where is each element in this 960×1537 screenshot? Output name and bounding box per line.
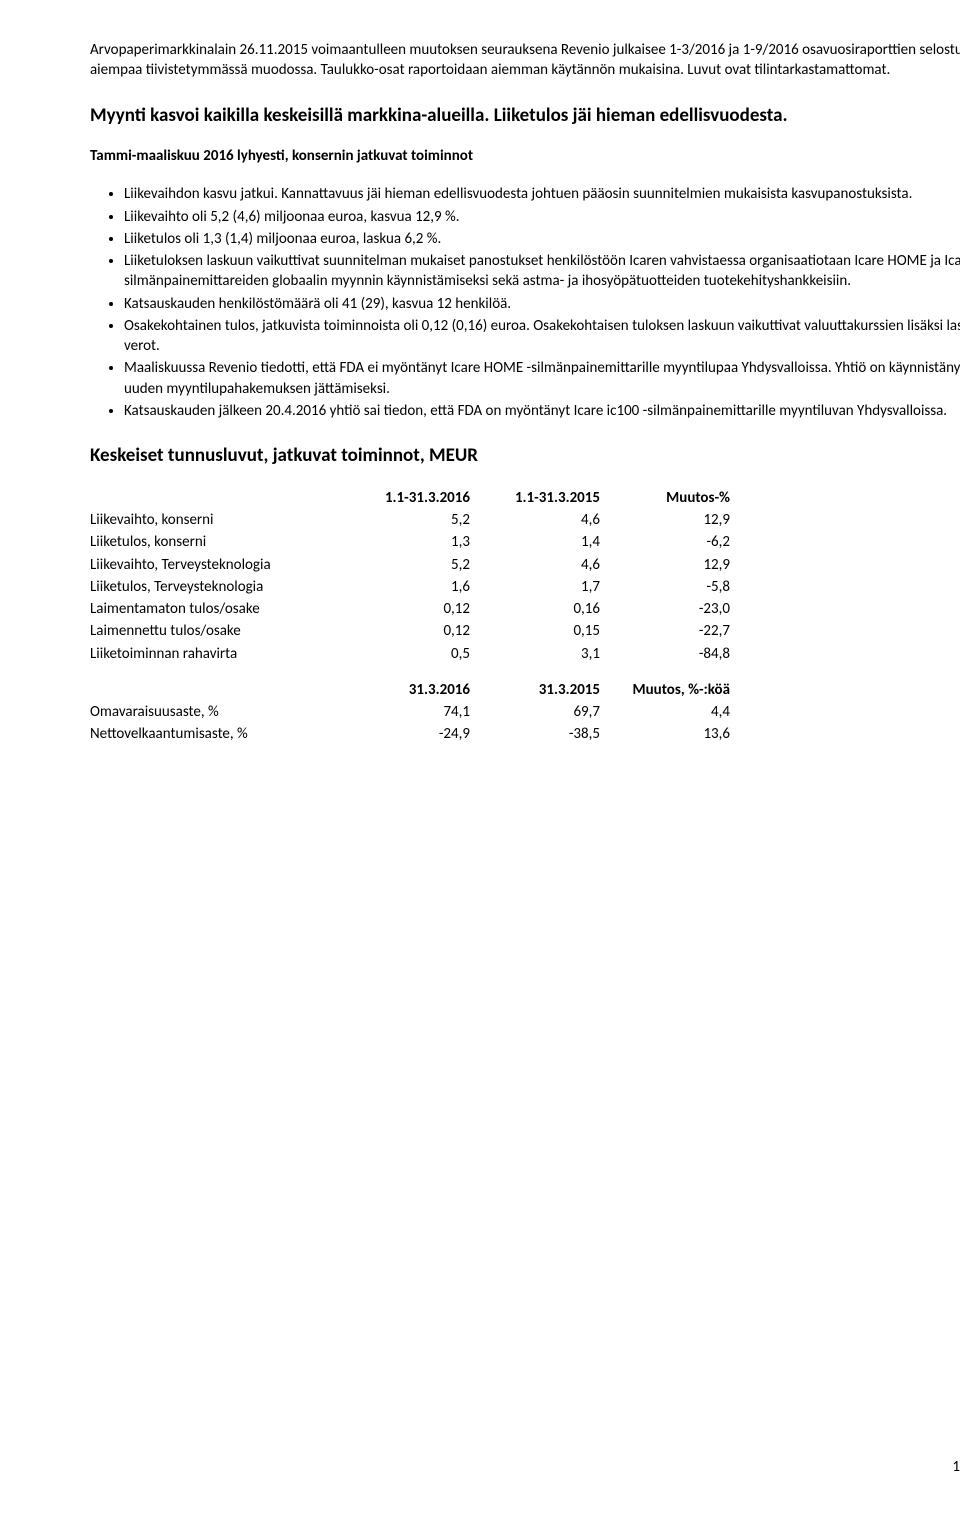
table-cell: Liikevaihto, konserni (90, 509, 340, 531)
table-cell: 0,15 (470, 620, 600, 642)
table-cell: Liikevaihto, Terveysteknologia (90, 554, 340, 576)
table-header: 31.3.2016 (340, 679, 470, 701)
table-cell: 13,6 (600, 723, 730, 745)
table-cell: Liiketulos, Terveysteknologia (90, 576, 340, 598)
table-cell: 3,1 (470, 643, 600, 665)
table-cell: -38,5 (470, 723, 600, 745)
table-cell: 0,12 (340, 598, 470, 620)
table-cell: 12,9 (600, 554, 730, 576)
table-row: Liiketulos, konserni 1,3 1,4 -6,2 (90, 531, 730, 553)
table-cell: 0,5 (340, 643, 470, 665)
table-cell: -84,8 (600, 643, 730, 665)
list-item: Katsauskauden henkilöstömäärä oli 41 (29… (124, 294, 960, 314)
table-cell: 1,6 (340, 576, 470, 598)
table-header: 31.3.2015 (470, 679, 600, 701)
table-cell: Omavaraisuusaste, % (90, 701, 340, 723)
table-header (90, 487, 340, 509)
list-item: Liikevaihto oli 5,2 (4,6) miljoonaa euro… (124, 207, 960, 227)
table-cell: 74,1 (340, 701, 470, 723)
table-row: Omavaraisuusaste, % 74,1 69,7 4,4 (90, 701, 730, 723)
list-item: Liiketulos oli 1,3 (1,4) miljoonaa euroa… (124, 229, 960, 249)
table-cell: -22,7 (600, 620, 730, 642)
list-item: Osakekohtainen tulos, jatkuvista toiminn… (124, 316, 960, 357)
table-header-row: 31.3.2016 31.3.2015 Muutos, %-:köä (90, 679, 730, 701)
list-item: Katsauskauden jälkeen 20.4.2016 yhtiö sa… (124, 401, 960, 421)
table-cell: 4,4 (600, 701, 730, 723)
table-row: Liikevaihto, Terveysteknologia 5,2 4,6 1… (90, 554, 730, 576)
table-row: Laimennettu tulos/osake 0,12 0,15 -22,7 (90, 620, 730, 642)
table-cell: Nettovelkaantumisaste, % (90, 723, 340, 745)
table-cell: -24,9 (340, 723, 470, 745)
table-header: 1.1-31.3.2015 (470, 487, 600, 509)
table-cell: Laimentamaton tulos/osake (90, 598, 340, 620)
table-header (90, 679, 340, 701)
table-cell: 5,2 (340, 509, 470, 531)
list-item: Liiketuloksen laskuun vaikuttivat suunni… (124, 251, 960, 292)
table-cell: -5,8 (600, 576, 730, 598)
table-cell: 1,3 (340, 531, 470, 553)
table-cell: Liiketulos, konserni (90, 531, 340, 553)
table-header: Muutos, %-:köä (600, 679, 730, 701)
section1-title: Tammi-maaliskuu 2016 lyhyesti, konsernin… (90, 146, 960, 166)
table-cell: -23,0 (600, 598, 730, 620)
table-cell: 12,9 (600, 509, 730, 531)
table-cell: 1,7 (470, 576, 600, 598)
table-cell: Liiketoiminnan rahavirta (90, 643, 340, 665)
table-cell: -6,2 (600, 531, 730, 553)
table-cell: 0,16 (470, 598, 600, 620)
table-header-row: 1.1-31.3.2016 1.1-31.3.2015 Muutos-% (90, 487, 730, 509)
intro-paragraph: Arvopaperimarkkinalain 26.11.2015 voimaa… (90, 40, 960, 81)
table-header: 1.1-31.3.2016 (340, 487, 470, 509)
table-cell: 4,6 (470, 509, 600, 531)
section2-title: Keskeiset tunnusluvut, jatkuvat toiminno… (90, 443, 960, 469)
page-number: 1 (952, 1457, 960, 1477)
table-cell: 1,4 (470, 531, 600, 553)
list-item: Liikevaihdon kasvu jatkui. Kannattavuus … (124, 184, 960, 204)
table-cell: 5,2 (340, 554, 470, 576)
headline: Myynti kasvoi kaikilla keskeisillä markk… (90, 103, 960, 129)
table-cell: 0,12 (340, 620, 470, 642)
bullet-list: Liikevaihdon kasvu jatkui. Kannattavuus … (124, 184, 960, 421)
table-row: Liiketulos, Terveysteknologia 1,6 1,7 -5… (90, 576, 730, 598)
table-row: Laimentamaton tulos/osake 0,12 0,16 -23,… (90, 598, 730, 620)
table-header: Muutos-% (600, 487, 730, 509)
table-cell: 4,6 (470, 554, 600, 576)
table-cell: Laimennettu tulos/osake (90, 620, 340, 642)
table-row: Nettovelkaantumisaste, % -24,9 -38,5 13,… (90, 723, 730, 745)
table-cell: 69,7 (470, 701, 600, 723)
page: { "intro": { "p1": "Arvopaperimarkkinala… (90, 40, 960, 1497)
kpi-table-1: 1.1-31.3.2016 1.1-31.3.2015 Muutos-% Lii… (90, 487, 730, 746)
list-item: Maaliskuussa Revenio tiedotti, että FDA … (124, 358, 960, 399)
table-row: Liiketoiminnan rahavirta 0,5 3,1 -84,8 (90, 643, 730, 665)
table-row: Liikevaihto, konserni 5,2 4,6 12,9 (90, 509, 730, 531)
